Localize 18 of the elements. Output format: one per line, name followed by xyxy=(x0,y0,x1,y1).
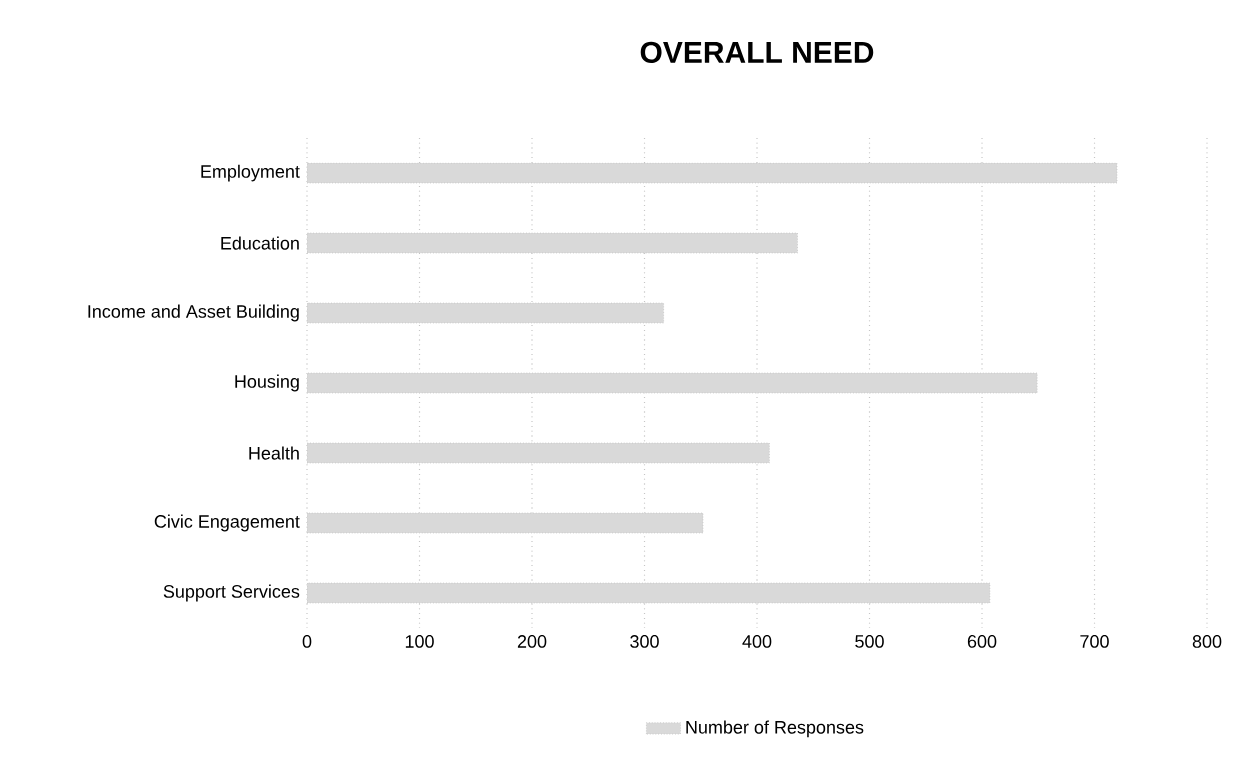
y-tick-label: Income and Asset Building xyxy=(88,304,299,322)
y-tick-label: Support Services xyxy=(163,584,300,602)
y-tick-label: Civic Engagement xyxy=(154,514,300,532)
x-tick-label: 700 xyxy=(1080,635,1109,648)
x-tick-label: 500 xyxy=(855,635,884,648)
x-tick-label: 800 xyxy=(1192,635,1222,648)
x-tick-label: 0 xyxy=(302,635,312,648)
y-tick-label: Health xyxy=(249,446,299,460)
x-tick-label: 600 xyxy=(967,635,997,648)
y-tick-label: Education xyxy=(221,236,299,250)
y-tick-label: Employment xyxy=(201,164,300,182)
chart-title: OVERALL NEED xyxy=(640,41,874,63)
y-tick-label: Housing xyxy=(235,374,299,392)
x-tick-label: 300 xyxy=(630,635,659,648)
x-tick-label: 400 xyxy=(742,635,772,648)
legend-label: Number of Responses xyxy=(686,720,864,738)
x-tick-label: 100 xyxy=(405,635,434,648)
x-tick-label: 200 xyxy=(517,635,547,648)
